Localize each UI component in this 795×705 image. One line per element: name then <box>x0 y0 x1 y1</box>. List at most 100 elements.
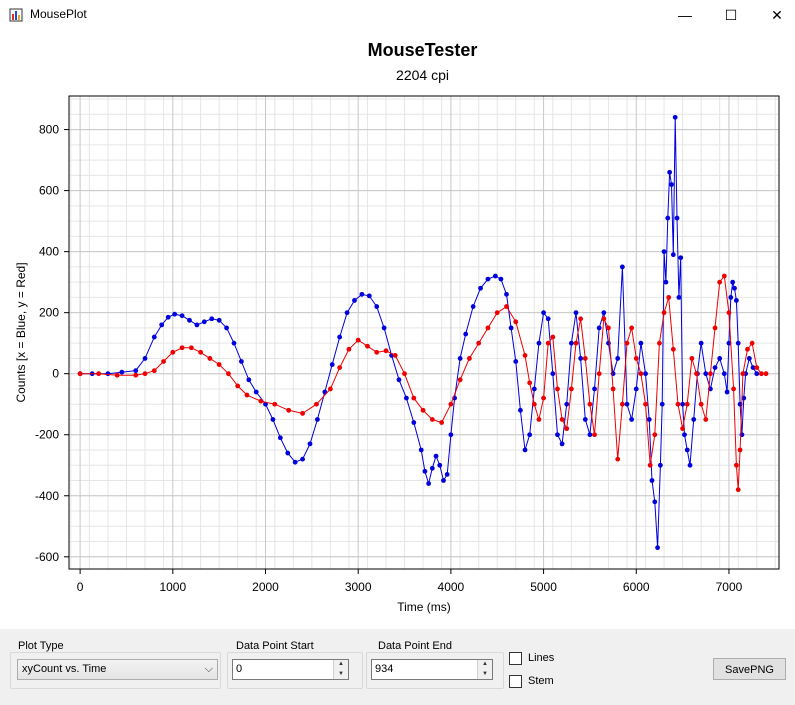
close-button[interactable]: ✕ <box>754 0 795 30</box>
data-point-2 <box>327 386 333 392</box>
data-point-2 <box>735 487 741 493</box>
data-point-2 <box>619 401 625 407</box>
y-tick-label: 800 <box>39 123 59 137</box>
data-point-2 <box>429 417 435 422</box>
data-point-2 <box>346 346 352 352</box>
data-point-2 <box>638 371 644 377</box>
data-point-1 <box>559 441 565 447</box>
data-point-1 <box>661 249 667 255</box>
data-point-2 <box>272 401 278 407</box>
data-point-2 <box>615 456 621 462</box>
data-point-1 <box>187 317 192 323</box>
data-point-1 <box>105 371 111 377</box>
data-point-2 <box>582 356 588 361</box>
data-point-1 <box>444 472 450 477</box>
data-point-1 <box>270 417 276 422</box>
x-tick-label: 7000 <box>716 580 743 594</box>
data-point-1 <box>592 386 597 392</box>
data-point-1 <box>359 291 365 297</box>
spin-down-icon[interactable]: ▼ <box>338 671 344 677</box>
series-line-1 <box>80 117 758 548</box>
data-point-1 <box>629 417 635 422</box>
data-point-1 <box>750 365 756 370</box>
start-input[interactable]: 0 ▲ ▼ <box>232 659 349 680</box>
data-point-2 <box>680 426 686 432</box>
data-point-2 <box>485 325 491 331</box>
data-point-1 <box>568 340 574 346</box>
data-point-1 <box>665 215 671 221</box>
x-tick-label: 6000 <box>623 580 650 594</box>
data-point-1 <box>231 340 237 346</box>
x-tick-label: 5000 <box>530 580 557 594</box>
y-tick-label: 600 <box>39 184 59 198</box>
data-point-1 <box>159 322 165 328</box>
data-point-1 <box>624 401 630 407</box>
data-point-1 <box>619 264 625 270</box>
data-point-2 <box>587 401 593 407</box>
data-point-2 <box>448 401 454 407</box>
data-point-2 <box>647 462 653 468</box>
start-label: Data Point Start <box>234 640 316 652</box>
data-point-1 <box>555 432 560 438</box>
data-point-1 <box>672 114 678 120</box>
data-point-2 <box>374 349 380 355</box>
end-spinner[interactable]: ▲ ▼ <box>477 660 492 679</box>
data-point-1 <box>437 462 443 468</box>
data-point-2 <box>536 417 542 422</box>
data-point-2 <box>601 316 607 322</box>
end-label: Data Point End <box>376 640 454 652</box>
stem-checkbox[interactable] <box>509 675 522 688</box>
data-point-1 <box>659 401 665 407</box>
data-point-1 <box>517 407 523 413</box>
y-tick-label: -400 <box>35 489 59 503</box>
data-point-1 <box>418 447 424 453</box>
plot-type-select[interactable]: xyCount vs. Time ⌵ <box>17 659 218 680</box>
plot-area[interactable]: 0 1000 2000 3000 4000 5000 6000 7000-600-400-20… <box>0 0 795 629</box>
data-point-2 <box>717 279 723 285</box>
spin-up-icon[interactable]: ▲ <box>338 661 344 667</box>
data-point-2 <box>573 340 579 346</box>
data-point-2 <box>161 359 166 364</box>
data-point-2 <box>513 319 519 325</box>
data-point-1 <box>381 325 387 331</box>
data-point-1 <box>216 317 222 323</box>
data-point-2 <box>606 325 611 331</box>
data-point-2 <box>545 340 551 346</box>
data-point-2 <box>188 345 194 351</box>
data-point-1 <box>478 285 483 291</box>
data-point-2 <box>179 345 185 351</box>
data-point-2 <box>731 386 736 392</box>
minimize-button[interactable]: — <box>662 0 708 30</box>
spin-down-icon[interactable]: ▼ <box>482 671 488 677</box>
data-point-1 <box>448 432 454 438</box>
data-point-1 <box>429 465 435 471</box>
data-point-2 <box>365 343 370 349</box>
data-point-2 <box>758 371 764 377</box>
data-point-2 <box>703 417 709 422</box>
data-point-1 <box>615 356 621 361</box>
data-point-1 <box>522 447 528 453</box>
data-point-2 <box>383 348 389 354</box>
save-png-button[interactable]: SavePNG <box>713 658 786 680</box>
end-input[interactable]: 934 ▲ ▼ <box>371 659 493 680</box>
data-point-2 <box>420 407 426 413</box>
y-tick-label: -600 <box>35 550 59 564</box>
data-point-1 <box>724 389 730 395</box>
plot-frame <box>68 95 780 570</box>
data-point-2 <box>763 371 769 377</box>
data-point-2 <box>596 371 602 377</box>
minimize-icon: — <box>678 7 692 23</box>
data-point-2 <box>564 426 570 432</box>
chevron-down-icon: ⌵ <box>204 663 213 675</box>
data-point-2 <box>689 356 695 361</box>
data-point-1 <box>733 298 739 303</box>
maximize-button[interactable]: ☐ <box>708 0 754 30</box>
data-point-1 <box>746 356 752 361</box>
data-point-1 <box>732 285 737 291</box>
lines-checkbox[interactable] <box>509 652 522 665</box>
y-tick-label: 0 <box>52 367 59 381</box>
spin-up-icon[interactable]: ▲ <box>482 661 488 667</box>
data-point-2 <box>733 462 739 468</box>
start-spinner[interactable]: ▲ ▼ <box>333 660 348 679</box>
data-point-1 <box>337 334 343 340</box>
